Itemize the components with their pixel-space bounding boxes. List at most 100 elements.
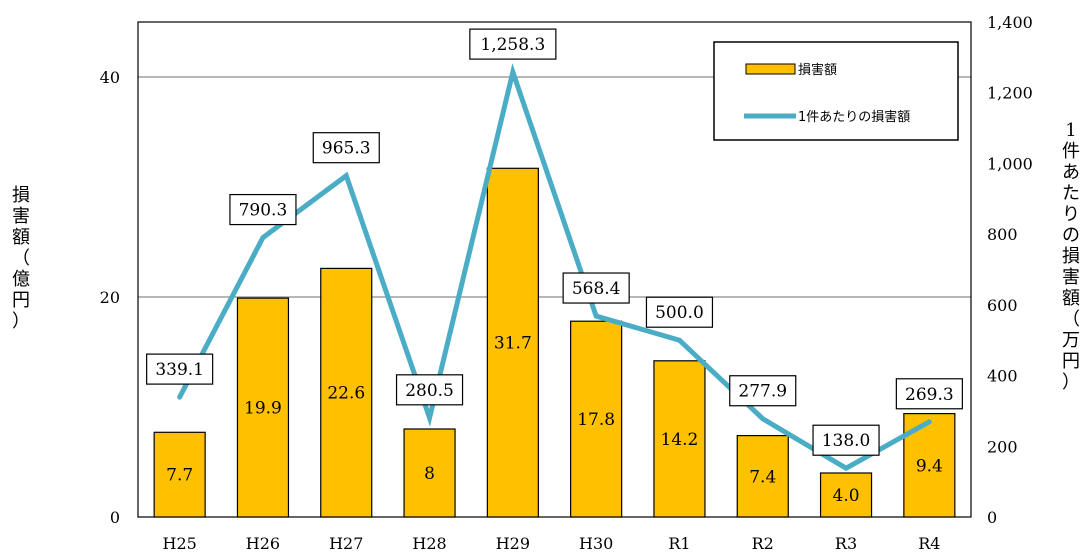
y-right-title-char-10: 万	[1062, 330, 1080, 351]
line-label-H25: 339.1	[146, 353, 214, 385]
line-label-R1: 500.0	[645, 296, 714, 328]
bar-label-H25: 7.7	[166, 466, 193, 486]
y-right-title-char-11: 円	[1062, 351, 1080, 372]
y-left-title-char-1: 害	[12, 206, 30, 227]
line-label-text-H30: 568.4	[572, 279, 621, 299]
bar-H26	[236, 297, 290, 518]
line-label-text-R1: 500.0	[655, 303, 704, 323]
line-label-box-H28	[395, 374, 464, 406]
line-label-R2: 277.9	[729, 375, 797, 407]
bar-H25	[153, 431, 206, 518]
y-right-tick-1200: 1,200	[987, 84, 1033, 103]
y-left-title-char-4: 億	[12, 269, 30, 290]
bar-label-R2: 7.4	[749, 467, 776, 487]
y-right-tick-400: 400	[987, 367, 1018, 386]
left-y-axis-tick-labels: 0 20 40	[100, 68, 120, 527]
bar-R2	[736, 435, 789, 518]
x-tick-R2: R2	[752, 534, 774, 553]
line-label-text-R3: 138.0	[822, 431, 871, 451]
bar-H27	[320, 267, 373, 518]
left-y-axis-title: 損害額（億円）	[12, 185, 30, 332]
line-label-box-H30	[562, 272, 630, 304]
legend-label-bar: 損害額	[798, 62, 837, 78]
y-right-title-char-2: あ	[1062, 162, 1080, 183]
bar-H28	[403, 428, 456, 518]
line-label-box-H27	[312, 132, 380, 164]
bar-label-H30: 17.8	[577, 410, 615, 430]
y-right-title-char-7: 害	[1062, 267, 1080, 288]
line-label-box-H29	[469, 28, 557, 60]
plot-frame	[137, 21, 972, 518]
bar-label-R4: 9.4	[916, 456, 943, 476]
x-tick-R3: R3	[835, 534, 857, 553]
bar-label-R3: 4.0	[833, 486, 860, 506]
line-label-R4: 269.3	[895, 378, 963, 410]
line-label-text-H25: 339.1	[155, 360, 204, 380]
x-tick-R4: R4	[918, 534, 940, 553]
x-tick-H28: H28	[412, 534, 446, 553]
line-label-H26: 790.3	[229, 193, 297, 226]
y-right-title-char-3: た	[1062, 183, 1080, 204]
x-tick-H25: H25	[162, 534, 196, 553]
bar-label-H27: 22.6	[327, 384, 365, 404]
y-right-title-char-8: 額	[1062, 288, 1080, 309]
y-right-title-char-4: り	[1062, 204, 1080, 225]
bar-label-R1: 14.2	[661, 430, 699, 450]
y-right-title-char-6: 損	[1062, 246, 1080, 267]
right-y-axis-title: 1件あたりの損害額（万円）	[1062, 120, 1080, 393]
legend-box	[713, 41, 959, 141]
line-label-H27: 965.3	[312, 132, 380, 164]
line-value-labels: 339.1 790.3 965.3 280.5 1,258.3 568.4 500.0 277…	[146, 28, 963, 456]
x-tick-H29: H29	[496, 534, 530, 553]
bar-value-labels: 7.7 19.9 22.6 8 31.7 17.8 14.2 7.4 4.0 9.4	[166, 334, 943, 506]
right-y-axis-tick-labels: 0 200 400 600 800 1,000 1,200 1,400	[987, 13, 1033, 527]
y-right-tick-800: 800	[987, 225, 1018, 244]
bar-H29	[486, 167, 539, 518]
x-tick-H30: H30	[579, 534, 613, 553]
y-right-tick-200: 200	[987, 437, 1018, 456]
line-label-box-H26	[229, 193, 297, 226]
y-right-tick-1400: 1,400	[987, 13, 1033, 32]
x-tick-H27: H27	[329, 534, 363, 553]
line-label-box-R1	[645, 296, 714, 328]
y-right-title-char-0: 1	[1065, 120, 1076, 141]
x-axis-tick-labels: H25 H26 H27 H28 H29 H30 R1 R2 R3 R4	[162, 534, 940, 553]
y-left-title-char-5: 円	[12, 290, 30, 311]
bar-R1	[653, 360, 706, 518]
line-label-text-H27: 965.3	[322, 139, 371, 159]
y-left-title-char-3: （	[12, 248, 30, 269]
bar-R3	[819, 472, 873, 518]
line-series	[177, 63, 932, 472]
y-left-tick-20: 20	[100, 288, 120, 307]
x-tick-H26: H26	[246, 534, 280, 553]
line-label-box-R2	[729, 375, 797, 407]
y-right-title-char-12: ）	[1062, 372, 1080, 393]
y-left-tick-40: 40	[100, 68, 120, 87]
y-left-title-char-0: 損	[12, 185, 30, 206]
line-label-text-R4: 269.3	[905, 385, 954, 405]
legend-swatch-bar	[745, 63, 796, 75]
y-right-title-char-9: （	[1062, 309, 1080, 330]
line-label-text-H26: 790.3	[239, 201, 288, 221]
legend: 損害額 1件あたりの損害額	[713, 41, 959, 141]
line-label-H30: 568.4	[562, 272, 630, 304]
line-path	[177, 63, 932, 472]
legend-label-line: 1件あたりの損害額	[798, 109, 910, 125]
line-label-text-H29: 1,258.3	[480, 35, 545, 55]
y-right-tick-600: 600	[987, 296, 1018, 315]
y-left-tick-0: 0	[110, 508, 120, 527]
y-left-title-char-2: 額	[12, 227, 30, 248]
y-right-title-char-5: の	[1062, 225, 1080, 246]
line-label-R3: 138.0	[812, 424, 880, 456]
bar-label-H26: 19.9	[244, 399, 282, 419]
line-label-text-H28: 280.5	[405, 381, 454, 401]
bar-series	[153, 167, 956, 518]
line-label-H28: 280.5	[395, 374, 464, 406]
x-tick-R1: R1	[668, 534, 690, 553]
bar-H30	[570, 320, 623, 518]
bar-label-H28: 8	[424, 464, 435, 484]
y-left-title-char-6: ）	[12, 311, 30, 332]
line-label-box-H25	[146, 353, 214, 385]
line-label-box-R4	[895, 378, 963, 410]
